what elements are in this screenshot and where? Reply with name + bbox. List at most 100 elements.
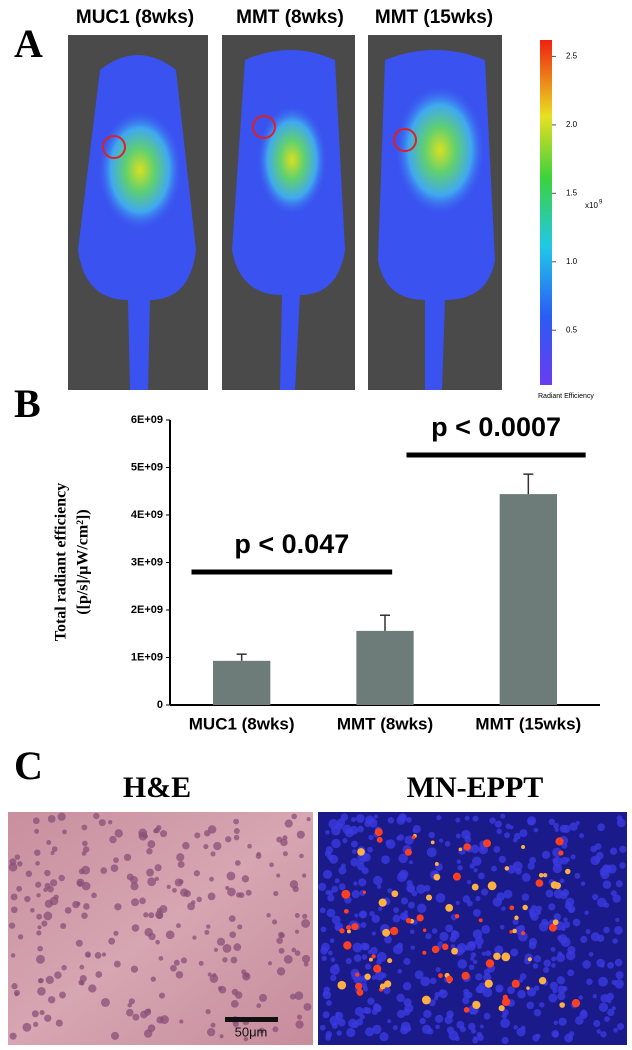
probe-signal bbox=[368, 957, 373, 962]
image-title: MUC1 (8wks) bbox=[76, 7, 194, 28]
nucleus bbox=[542, 966, 550, 974]
nucleus bbox=[213, 841, 222, 851]
nucleus bbox=[320, 946, 328, 955]
nucleus bbox=[31, 1010, 39, 1018]
nucleus bbox=[552, 857, 559, 864]
nucleus bbox=[322, 1011, 330, 1019]
nucleus bbox=[422, 1024, 432, 1035]
nucleus bbox=[580, 881, 586, 886]
nucleus bbox=[483, 973, 492, 982]
nucleus bbox=[222, 943, 232, 953]
nucleus bbox=[607, 1008, 615, 1017]
probe-signal bbox=[522, 904, 528, 911]
nucleus bbox=[593, 1019, 601, 1028]
probe-signal bbox=[552, 919, 559, 926]
nucleus bbox=[109, 835, 117, 844]
image-title: MN-EPPT bbox=[407, 771, 544, 804]
nucleus bbox=[445, 924, 454, 933]
nucleus bbox=[501, 906, 506, 911]
nucleus bbox=[407, 901, 415, 909]
nucleus bbox=[400, 897, 409, 905]
nucleus bbox=[280, 838, 288, 847]
nucleus bbox=[296, 830, 305, 839]
nucleus bbox=[351, 1021, 359, 1029]
nucleus bbox=[55, 1019, 63, 1027]
nucleus bbox=[114, 903, 122, 911]
nucleus bbox=[535, 1033, 541, 1039]
nucleus bbox=[552, 988, 558, 994]
nucleus bbox=[360, 942, 368, 951]
nucleus bbox=[64, 906, 72, 914]
colorbar-exponent: 9 bbox=[599, 200, 603, 206]
nucleus bbox=[196, 896, 203, 903]
nucleus bbox=[604, 1016, 610, 1023]
nucleus bbox=[371, 931, 377, 936]
nucleus bbox=[592, 893, 599, 901]
nucleus bbox=[331, 1022, 338, 1029]
nucleus bbox=[247, 843, 252, 849]
mouse-images bbox=[68, 35, 502, 390]
y-tick-label: 4E+09 bbox=[131, 509, 163, 521]
probe-signal bbox=[445, 904, 454, 912]
y-tick-label: 1E+09 bbox=[131, 651, 163, 663]
nucleus bbox=[172, 887, 177, 893]
probe-signal bbox=[501, 952, 511, 962]
nucleus bbox=[397, 834, 405, 841]
nucleus bbox=[329, 938, 335, 943]
nucleus bbox=[491, 865, 497, 872]
nucleus bbox=[259, 993, 268, 1002]
nucleus bbox=[350, 857, 360, 867]
nucleus bbox=[582, 960, 591, 969]
nucleus bbox=[160, 830, 168, 838]
nucleus bbox=[296, 1014, 303, 1020]
nucleus bbox=[245, 889, 252, 896]
probe-signal bbox=[442, 943, 449, 951]
colorbar-unit: x10 bbox=[585, 201, 598, 210]
nucleus bbox=[294, 929, 300, 934]
nucleus bbox=[336, 822, 344, 830]
nucleus bbox=[560, 856, 569, 865]
nucleus bbox=[521, 873, 531, 882]
nucleus bbox=[448, 1014, 453, 1019]
nucleus bbox=[22, 1022, 32, 1032]
nucleus bbox=[614, 979, 625, 989]
nucleus bbox=[543, 959, 551, 967]
nucleus bbox=[266, 913, 271, 918]
nucleus bbox=[600, 1031, 607, 1038]
nucleus bbox=[295, 1020, 304, 1029]
probe-signal bbox=[451, 947, 458, 955]
nucleus bbox=[282, 851, 288, 857]
nucleus bbox=[338, 866, 347, 875]
nucleus bbox=[477, 1034, 484, 1041]
nucleus bbox=[365, 963, 372, 970]
nucleus bbox=[329, 1015, 340, 1026]
nucleus bbox=[517, 989, 526, 999]
probe-signal bbox=[356, 989, 364, 996]
nucleus bbox=[483, 1012, 491, 1020]
nucleus bbox=[507, 986, 515, 995]
signal-hotspot bbox=[98, 110, 182, 230]
nucleus bbox=[407, 885, 415, 893]
nucleus bbox=[397, 942, 404, 949]
nucleus bbox=[235, 991, 243, 999]
probe-signal bbox=[458, 847, 463, 852]
panel-label: B bbox=[14, 381, 41, 426]
histology: H&E MN-EPPT 50μm bbox=[8, 771, 627, 1045]
probe-signal bbox=[430, 840, 435, 845]
nucleus bbox=[439, 989, 448, 999]
nucleus bbox=[353, 954, 362, 962]
nucleus bbox=[25, 870, 33, 878]
nucleus bbox=[180, 888, 189, 897]
nucleus bbox=[94, 952, 102, 959]
probe-signal bbox=[374, 828, 383, 837]
probe-signal bbox=[483, 839, 491, 848]
nucleus bbox=[289, 880, 299, 889]
nucleus bbox=[462, 996, 470, 1005]
nucleus bbox=[258, 1027, 265, 1034]
nucleus bbox=[178, 879, 184, 885]
nucleus bbox=[225, 885, 230, 891]
nucleus bbox=[302, 913, 308, 919]
nucleus bbox=[148, 932, 156, 941]
nucleus bbox=[45, 975, 54, 985]
nucleus bbox=[36, 913, 43, 920]
